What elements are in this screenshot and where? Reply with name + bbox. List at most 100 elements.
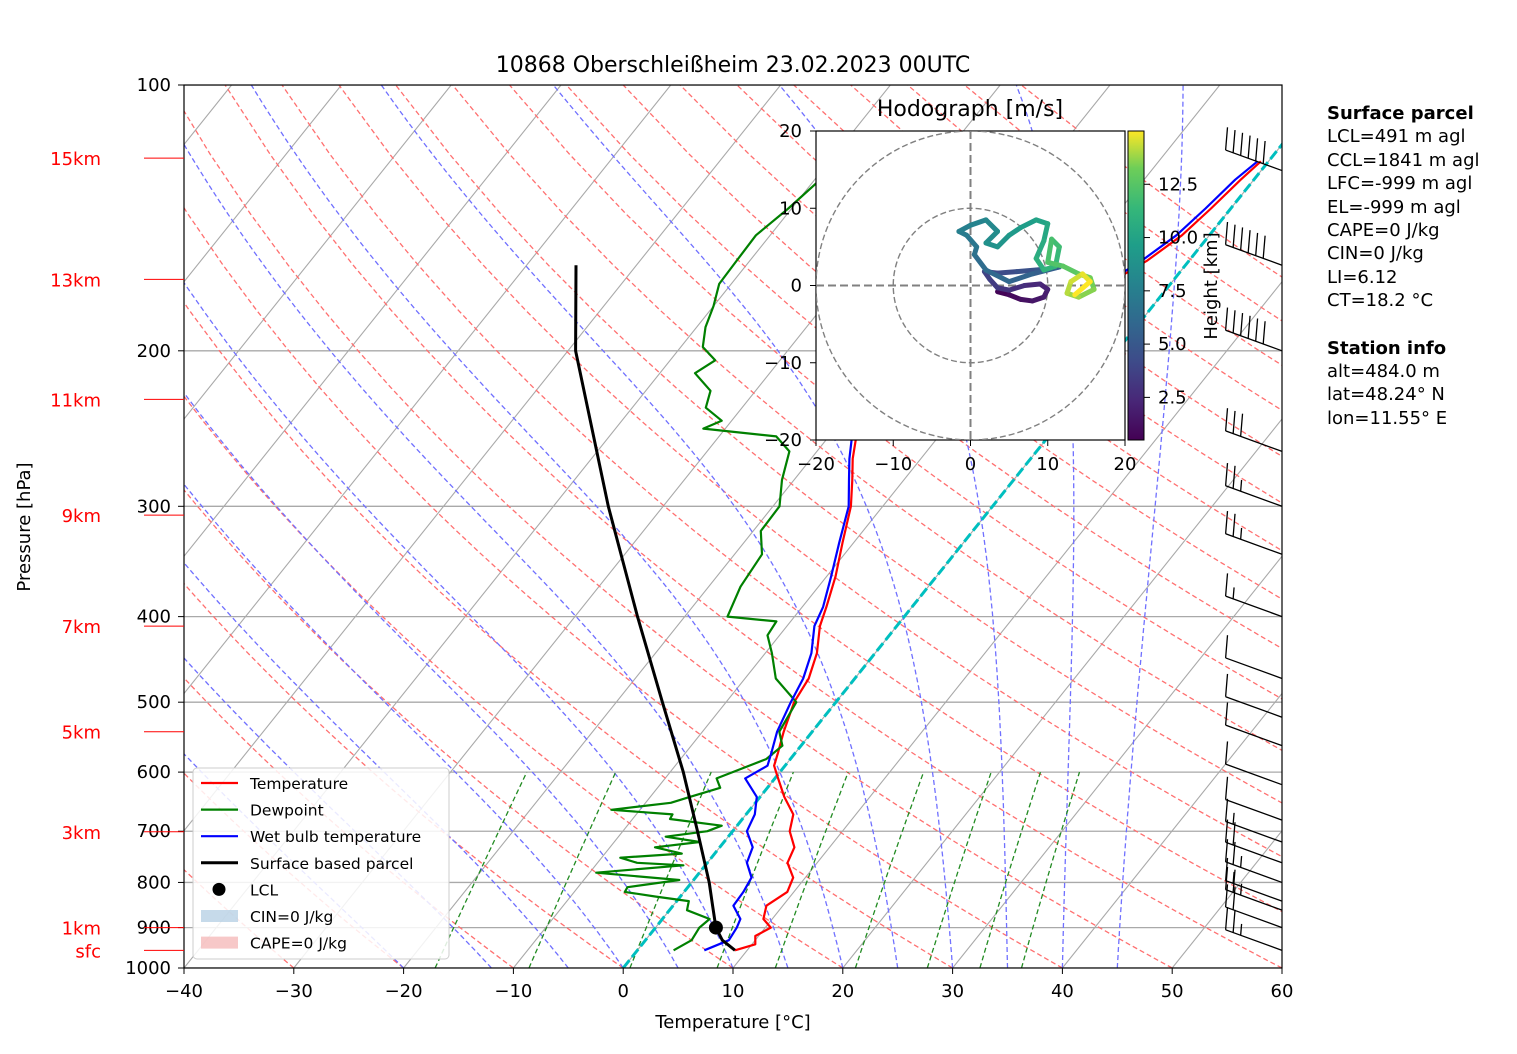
x-tick-label: 40 [1051, 981, 1074, 1002]
wind-barb-flag [1232, 822, 1236, 846]
wind-barb-flag [1224, 408, 1229, 431]
surface-line: LI=6.12 [1327, 266, 1398, 288]
height-marker-label: 9km [62, 506, 101, 527]
mixing-ratio-line [774, 771, 849, 968]
moist-adiabat-line [184, 281, 734, 968]
hodograph-y-tick-label: −20 [764, 430, 802, 451]
x-tick-label: −10 [494, 981, 532, 1002]
hodograph-segment [995, 232, 1012, 250]
isotherm-line [1061, 692, 1282, 968]
wind-barb-staff [1225, 485, 1283, 507]
x-tick-label: 50 [1161, 981, 1184, 1002]
wind-barb-staff [1225, 533, 1283, 555]
isotherm-line [184, 85, 782, 832]
dry-adiabat-line [224, 85, 1282, 968]
height-marker-label: 5km [62, 723, 101, 744]
wind-barb-flag [1240, 883, 1243, 896]
wind-barb-staff [1225, 595, 1283, 618]
isotherm-line [184, 85, 562, 558]
mixing-ratio-line [979, 771, 1042, 968]
lcl-marker [708, 920, 723, 935]
surface-line: LFC=-999 m agl [1327, 173, 1473, 195]
freezing-level-line [622, 142, 1282, 968]
x-axis-ticks: −40 −30 −20 −10 0 10 20 30 40 50 60 [165, 968, 1293, 1002]
colorbar-tick-label: 5.0 [1158, 334, 1187, 355]
station-info-heading: Station info [1327, 337, 1447, 359]
hodograph-x-tick-label: 0 [965, 454, 976, 475]
hodograph-segment [1006, 283, 1028, 293]
wind-barb-flag [1232, 812, 1235, 825]
wind-barb-staff [1225, 861, 1283, 884]
wind-barb-flag [1232, 465, 1236, 489]
isotherm-line [0, 85, 12, 968]
moist-adiabat-line [1116, 85, 1184, 968]
x-tick-label: 20 [831, 981, 854, 1002]
wind-barb-flag [1232, 587, 1235, 599]
wind-barb-staff [1225, 906, 1283, 929]
height-marker-label: 1km [62, 919, 101, 940]
mixing-ratio-line [854, 771, 925, 968]
hodograph-y-tick-label: −10 [764, 353, 802, 374]
hodograph-y-tick-label: 20 [779, 121, 802, 142]
wind-barb-staff [1225, 820, 1283, 843]
x-tick-label: 0 [617, 981, 628, 1002]
surface-line: CT=18.2 °C [1327, 290, 1434, 312]
y-tick-label: 400 [137, 607, 171, 628]
moist-adiabat-line [380, 85, 899, 968]
x-tick-label: 60 [1271, 981, 1294, 1002]
hodograph-segment [1033, 238, 1047, 261]
legend-box [192, 767, 450, 960]
surface-line: EL=-999 m agl [1327, 196, 1461, 218]
x-tick-label: 10 [722, 981, 745, 1002]
y-tick-label: 600 [137, 762, 171, 783]
wind-barb-flag [1224, 884, 1229, 908]
colorbar-tick-label: 10.0 [1158, 228, 1198, 249]
hodograph-x-tick-label: −10 [874, 454, 912, 475]
surface-parcel-heading: Surface parcel [1327, 103, 1474, 124]
legend-label: LCL [250, 881, 278, 899]
x-tick-label: −20 [385, 981, 423, 1002]
wind-barb-staff [1225, 149, 1283, 172]
wind-barb-flag [1232, 410, 1236, 434]
x-tick-label: 30 [941, 981, 964, 1002]
height-marker-label: 13km [50, 270, 101, 291]
hodograph-y-tick-label: 10 [779, 198, 802, 219]
moist-adiabat-line [184, 657, 492, 968]
wind-barbs [1224, 127, 1283, 951]
wind-barb-staff [1225, 889, 1283, 911]
wind-barb-staff [1225, 929, 1283, 951]
wind-barb-flag [1232, 310, 1236, 334]
hodograph-title: Hodograph [m/s] [877, 97, 1063, 122]
legend-swatch [201, 910, 238, 922]
wind-barb-flag [1224, 741, 1229, 765]
wind-barb-staff [1225, 763, 1283, 786]
moist-adiabat-line [184, 391, 679, 968]
dry-adiabat-line [184, 301, 953, 968]
wind-barb-flag [1232, 871, 1235, 884]
hodograph-grid [816, 131, 1125, 440]
wind-barb-flag [1240, 132, 1244, 156]
x-tick-label: −30 [275, 981, 313, 1002]
colorbar-tick-label: 7.5 [1158, 281, 1187, 302]
wind-barb-flag [1224, 798, 1229, 822]
wind-barb-staff [1225, 329, 1283, 352]
colorbar-label: Height [km] [1201, 232, 1222, 339]
wind-barb-flag [1232, 909, 1236, 933]
wind-barb-flag [1224, 573, 1229, 597]
hodograph-x-tick-label: −20 [797, 454, 835, 475]
hodograph-trace [956, 217, 1097, 304]
wind-barb-flag [1224, 819, 1229, 843]
wind-barb-flag [1240, 413, 1244, 437]
isotherm-line [184, 85, 342, 283]
dry-adiabat-line [184, 677, 514, 968]
dry-adiabat-line [184, 206, 1063, 968]
surface-line: LCL=491 m agl [1327, 126, 1466, 148]
hodograph-x-tick-label: 10 [1036, 454, 1059, 475]
surface-line: CAPE=0 J/kg [1327, 220, 1440, 242]
station-line: lon=11.55° E [1327, 407, 1448, 429]
hodograph-x-tick-label: 20 [1114, 454, 1137, 475]
wind-barb-staff [1225, 798, 1283, 821]
hodograph-frame [815, 130, 1126, 441]
freezing-level-0c-line [622, 142, 1282, 968]
